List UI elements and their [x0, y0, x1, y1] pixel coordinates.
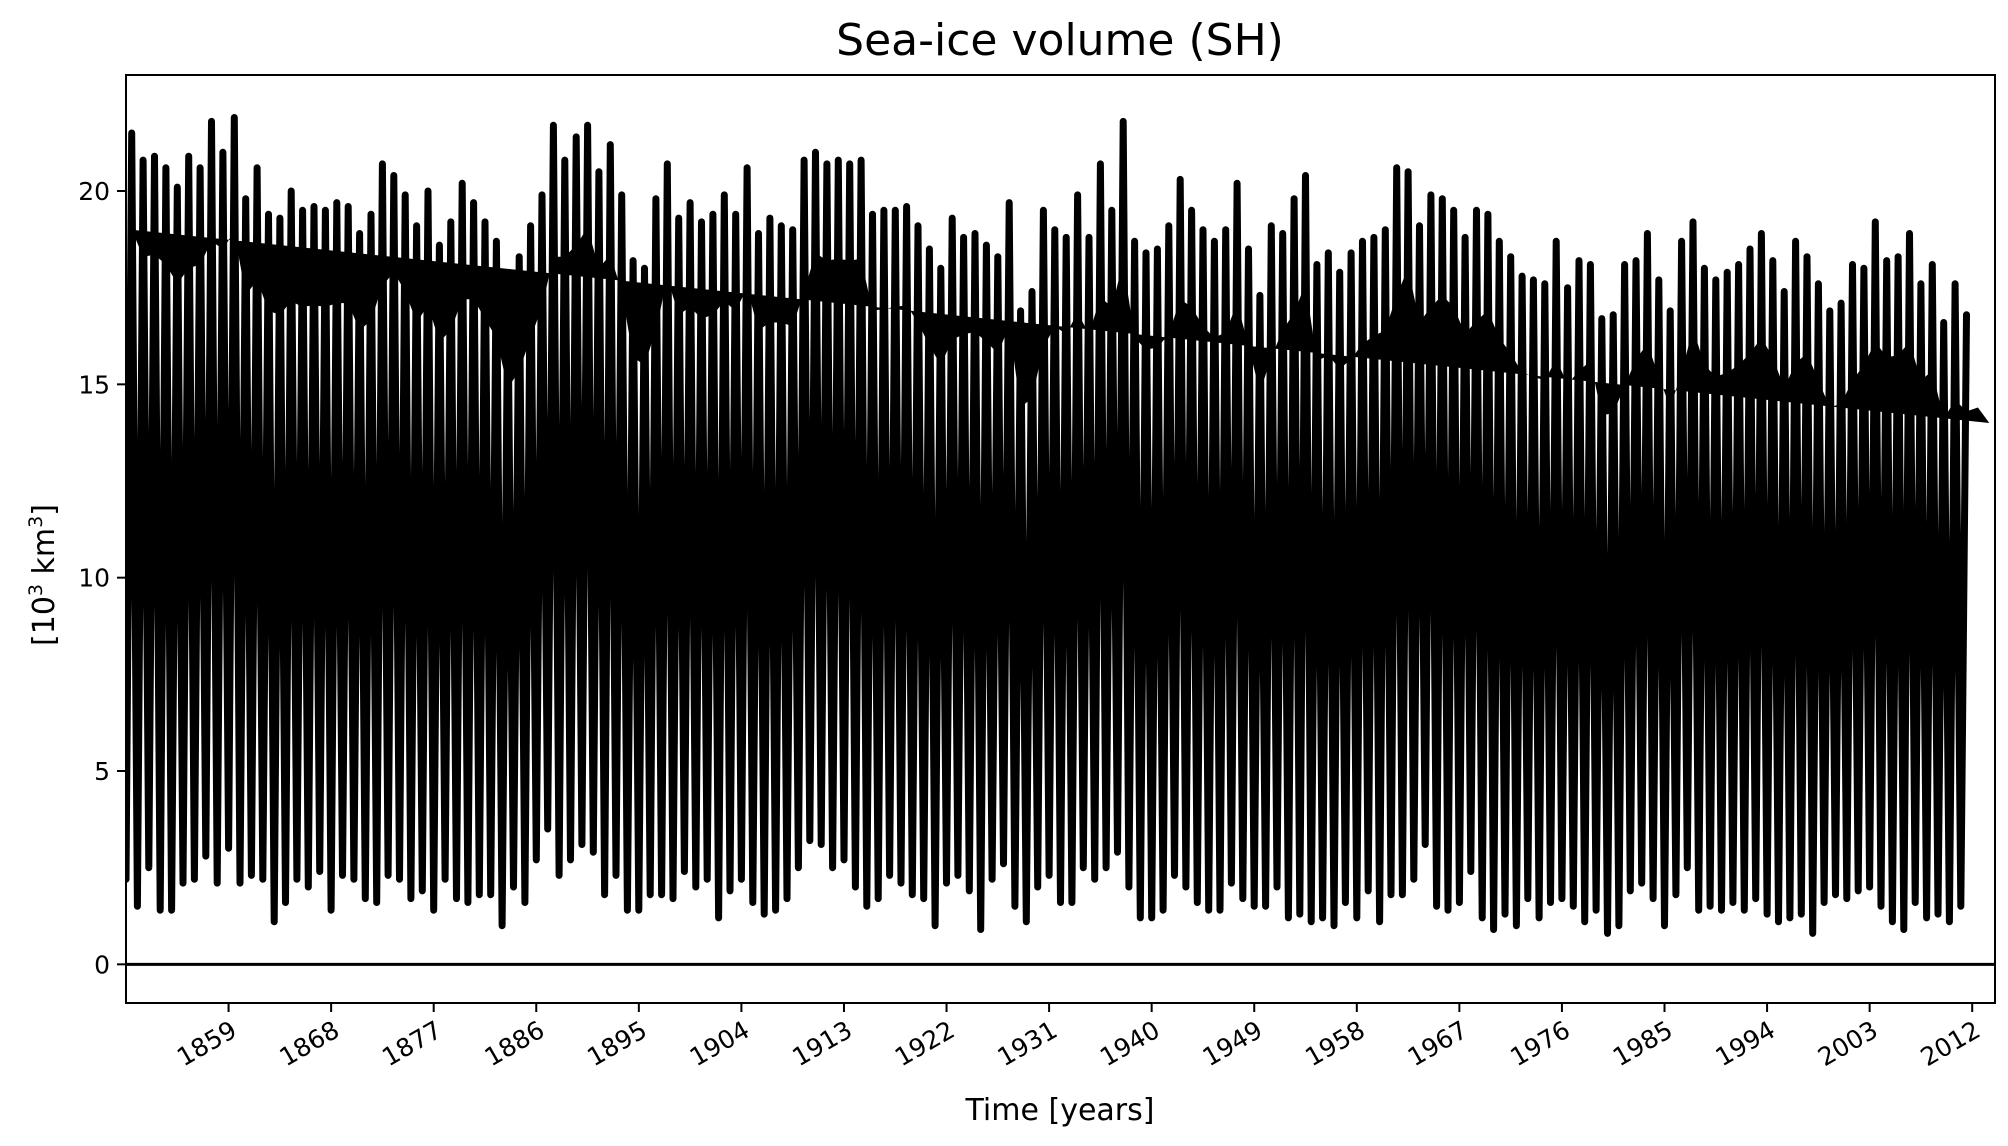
- x-axis-label: Time [years]: [965, 1093, 1155, 1128]
- y-tick-label: 5: [94, 757, 110, 786]
- y-tick-label: 0: [94, 950, 110, 979]
- chart-title: Sea-ice volume (SH): [836, 15, 1284, 66]
- plot-area: [126, 114, 1990, 937]
- series-body: [131, 227, 1990, 423]
- plot-frame: [125, 74, 1996, 1004]
- y-tick-label: 20: [78, 177, 110, 206]
- y-axis-label: [103 km3]: [25, 504, 62, 646]
- series-line: [126, 114, 1970, 937]
- y-tick-label: 10: [78, 564, 110, 593]
- y-tick-label: 15: [78, 370, 110, 399]
